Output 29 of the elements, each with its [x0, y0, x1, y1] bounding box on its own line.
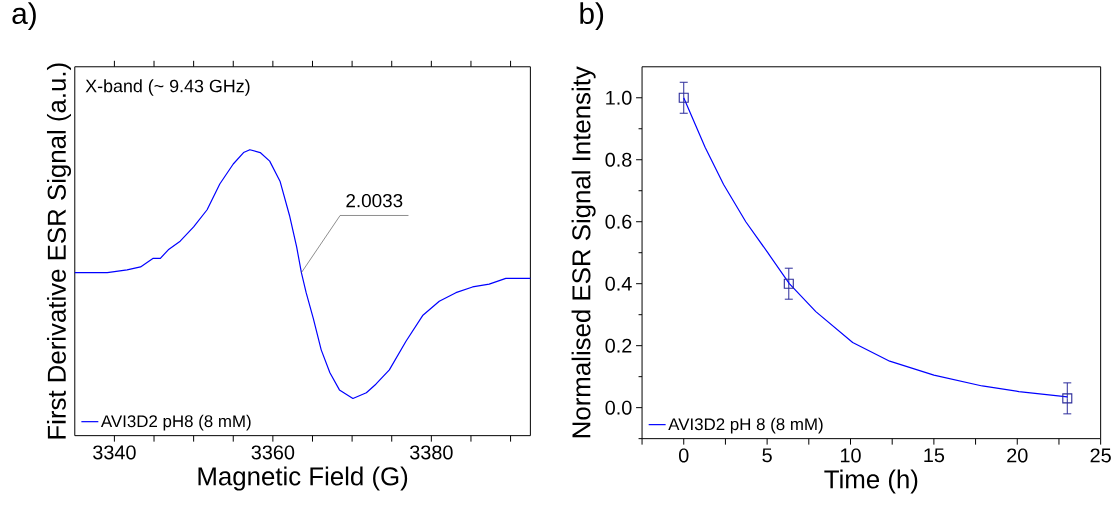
- x-tick-label: 5: [762, 448, 772, 463]
- y-axis-title: First Derivative ESR Signal (a.u.): [46, 63, 72, 439]
- y-axis-title: Normalised ESR Signal Intensity: [571, 66, 596, 437]
- x-axis-title: Time (h): [824, 469, 918, 494]
- x-tick-label: 20: [1007, 448, 1028, 463]
- y-tick-label: 0.6: [605, 214, 632, 229]
- legend-label: AVI3D2 pH 8 (8 mM): [668, 417, 823, 434]
- x-tick-label: 3360: [251, 445, 295, 460]
- y-tick-label: 0.0: [605, 400, 632, 415]
- y-tick-label: 1.0: [606, 90, 632, 105]
- point: [783, 278, 794, 289]
- x-axis-title: Magnetic Field (G): [198, 466, 408, 491]
- legend-label: AVI3D2 pH8 (8 mM): [100, 414, 251, 431]
- point: [1062, 393, 1073, 404]
- x-tick-label: 10: [840, 448, 861, 463]
- line-series: [683, 96, 1068, 398]
- y-tick-label: 0.2: [605, 338, 632, 353]
- chart-title: a): [12, 1, 36, 30]
- annotation: 2.0033: [346, 193, 403, 208]
- y-tick-label: 0.4: [605, 276, 632, 291]
- text: X-band (~ 9.43 GHz): [85, 78, 250, 96]
- x-tick-label: 3380: [410, 445, 453, 460]
- x-tick-label: 25: [1090, 448, 1111, 463]
- y-tick-label: 0.8: [605, 152, 632, 167]
- x-tick-label: 0: [678, 448, 689, 463]
- point: [678, 92, 689, 103]
- chart-title: b): [580, 1, 604, 30]
- x-tick-label: 3340: [93, 445, 136, 460]
- x-tick-label: 15: [924, 448, 945, 463]
